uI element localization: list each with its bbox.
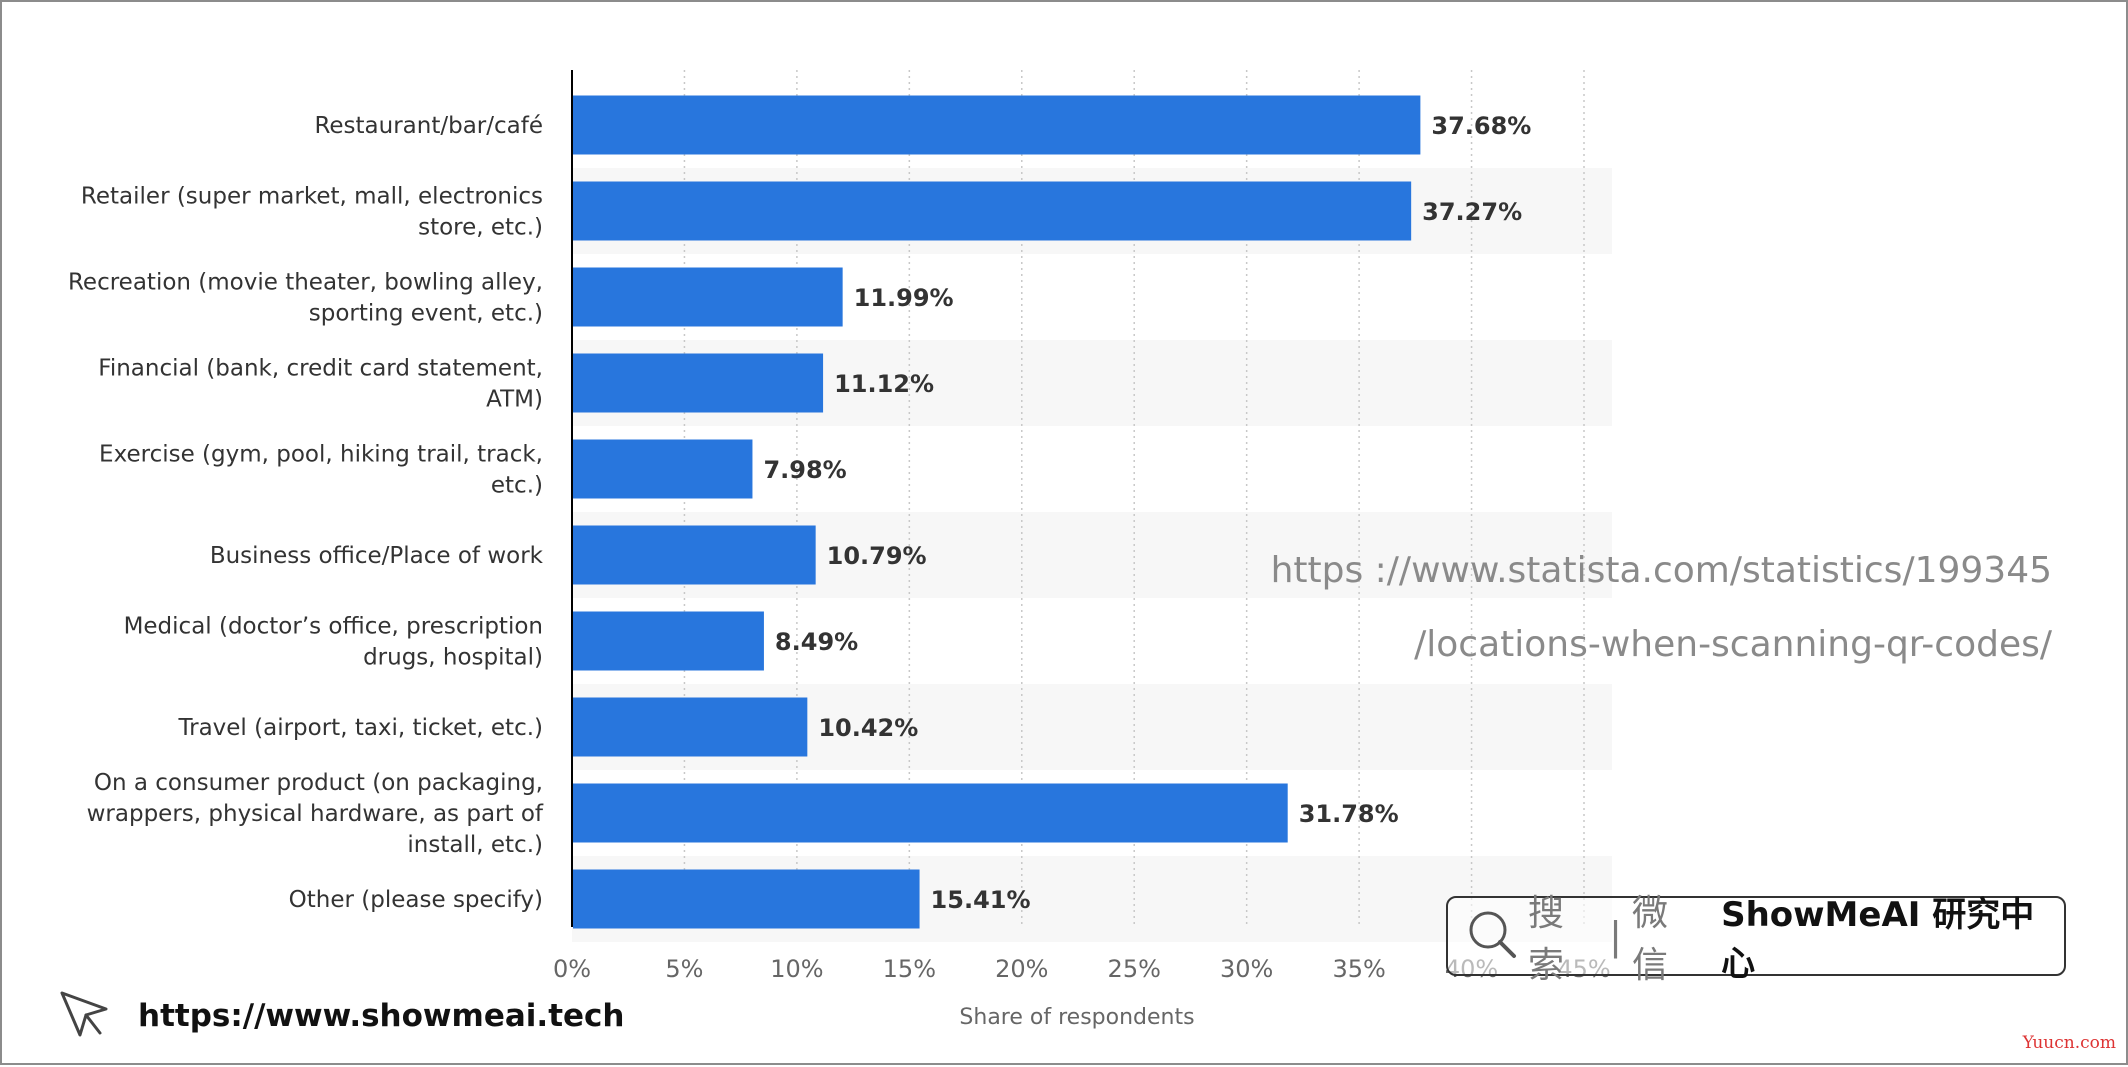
corner-watermark: Yuucn.com bbox=[2023, 1033, 2116, 1053]
category-label: Travel (airport, taxi, ticket, etc.) bbox=[177, 715, 543, 741]
source-url-line-2: /locations-when-scanning-qr-codes/ bbox=[1414, 624, 2052, 665]
search-icon bbox=[1464, 906, 1520, 966]
data-label: 31.78% bbox=[1299, 800, 1399, 828]
search-separator: | bbox=[1609, 914, 1622, 958]
bar bbox=[573, 784, 1288, 843]
search-channel: 微信 bbox=[1632, 884, 1703, 988]
search-hint: 搜索 bbox=[1528, 884, 1599, 988]
category-label: Other (please specify) bbox=[289, 887, 543, 913]
data-label: 11.12% bbox=[834, 370, 934, 398]
category-label: Exercise (gym, pool, hiking trail, track… bbox=[99, 442, 543, 499]
data-label: 8.49% bbox=[775, 628, 858, 656]
cursor-arrow-icon bbox=[58, 987, 112, 1045]
site-url[interactable]: https://www.showmeai.tech bbox=[138, 998, 625, 1034]
x-tick-label: 25% bbox=[1108, 955, 1161, 983]
source-url-line-1: https ://www.statista.com/statistics/199… bbox=[1271, 550, 2052, 591]
x-tick-label: 0% bbox=[553, 955, 591, 983]
data-label: 10.42% bbox=[818, 714, 918, 742]
data-label: 10.79% bbox=[827, 542, 927, 570]
category-label: Retailer (super market, mall, electronic… bbox=[81, 184, 543, 241]
bar bbox=[573, 268, 843, 327]
site-link[interactable]: https://www.showmeai.tech bbox=[58, 987, 625, 1045]
bar bbox=[573, 698, 807, 757]
bar bbox=[573, 870, 920, 929]
x-tick-label: 20% bbox=[995, 955, 1048, 983]
x-axis-title: Share of respondents bbox=[959, 1005, 1194, 1030]
category-label: Restaurant/bar/café bbox=[314, 113, 543, 139]
x-tick-label: 35% bbox=[1332, 955, 1385, 983]
bar bbox=[573, 96, 1420, 155]
category-label: Business office/Place of work bbox=[210, 543, 544, 569]
data-label: 37.68% bbox=[1431, 112, 1531, 140]
category-label: Financial (bank, credit card statement,A… bbox=[98, 356, 543, 413]
category-label: Recreation (movie theater, bowling alley… bbox=[68, 270, 543, 327]
data-label: 11.99% bbox=[854, 284, 954, 312]
bar bbox=[573, 354, 823, 413]
bar bbox=[573, 440, 752, 499]
x-tick-label: 10% bbox=[770, 955, 823, 983]
x-tick-label: 30% bbox=[1220, 955, 1273, 983]
brand-name: ShowMeAI 研究中心 bbox=[1721, 887, 2064, 985]
bar bbox=[573, 526, 816, 585]
category-label: On a consumer product (on packaging,wrap… bbox=[87, 770, 544, 858]
data-label: 15.41% bbox=[931, 886, 1031, 914]
x-tick-label: 15% bbox=[883, 955, 936, 983]
data-label: 7.98% bbox=[763, 456, 846, 484]
x-tick-label: 5% bbox=[665, 955, 703, 983]
bar bbox=[573, 182, 1411, 241]
data-label: 37.27% bbox=[1422, 198, 1522, 226]
bar bbox=[573, 612, 764, 671]
search-bar[interactable]: 搜索 | 微信 ShowMeAI 研究中心 bbox=[1446, 896, 2066, 976]
